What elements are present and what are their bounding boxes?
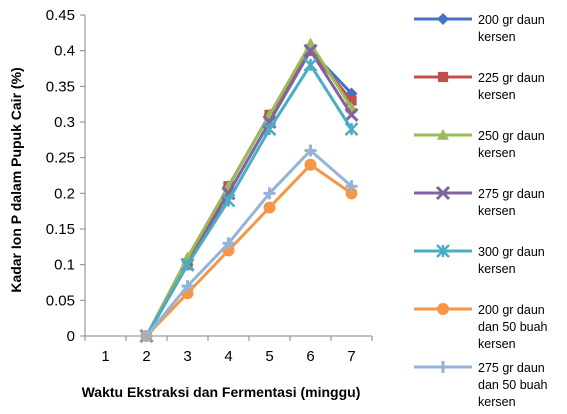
data-point	[304, 144, 317, 157]
axes	[84, 15, 372, 337]
data-point	[263, 187, 276, 200]
legend-marker	[437, 303, 449, 315]
y-tick-label: 0.3	[54, 114, 75, 131]
y-tick-label: 0.45	[46, 7, 75, 24]
series-2	[141, 45, 357, 342]
y-tick-label: 0.15	[46, 221, 75, 238]
legend-marker	[437, 361, 449, 373]
legend-item: 200 gr daun dan 50 buah kersen	[414, 303, 548, 351]
legend-label: kersen	[478, 146, 516, 160]
legend-marker	[435, 185, 451, 201]
x-axis-title: Waktu Ekstraksi dan Fermentasi (minggu)	[82, 384, 361, 400]
y-axis-title: Kadar Ion P dalam Pupuk Cair (%)	[8, 67, 24, 292]
legend-label: 275 gr daun	[478, 361, 545, 375]
data-point	[140, 330, 153, 342]
data-point	[345, 187, 358, 200]
legend-item: 300 gr daun kersen	[414, 244, 545, 276]
x-tick-label: 3	[183, 348, 191, 365]
series-6	[140, 158, 358, 342]
series-line	[145, 163, 353, 338]
data-point	[344, 107, 359, 122]
legend-label: 275 gr daun	[478, 187, 545, 201]
legend-label: kersen	[478, 262, 516, 276]
legend-label: kersen	[478, 204, 516, 218]
y-tick-label: 0.05	[46, 292, 75, 309]
legend-item: 200 gr daun kersen	[414, 13, 545, 44]
legend-marker	[437, 13, 449, 25]
y-tick-label: 0.1	[54, 257, 75, 274]
data-point	[304, 158, 317, 171]
data-point	[180, 257, 195, 272]
series-line	[145, 49, 353, 337]
y-axis-ticks: 0 0.05 0.1 0.15 0.2 0.25 0.3 0.35 0.4 0.45	[46, 7, 85, 345]
legend-item: 225 gr daun kersen	[414, 71, 545, 102]
series-line	[145, 149, 353, 337]
legend-item: 275 gr daun kersen	[414, 185, 545, 218]
x-tick-label: 2	[142, 348, 150, 365]
series-line	[145, 42, 353, 337]
data-point	[344, 122, 359, 137]
legend-label: kersen	[478, 337, 516, 351]
legend-item: 275 gr daun dan 50 buah kersen	[414, 361, 548, 409]
legend-label: 300 gr daun	[478, 245, 545, 259]
legend-label: dan 50 buah	[478, 320, 548, 334]
y-tick-label: 0.25	[46, 150, 75, 167]
legend-marker	[437, 129, 449, 140]
legend-label: 225 gr daun	[478, 71, 545, 85]
series-7	[140, 144, 358, 342]
legend-label: kersen	[478, 30, 516, 44]
y-tick-label: 0	[67, 328, 75, 345]
data-point	[345, 180, 358, 193]
data-point	[303, 58, 318, 72]
series-line	[145, 63, 353, 337]
x-tick-label: 4	[224, 348, 232, 365]
legend-label: 250 gr daun	[478, 129, 545, 143]
legend-label: 200 gr daun	[478, 303, 545, 317]
data-point	[303, 43, 318, 58]
data-point	[222, 237, 235, 250]
data-point	[181, 280, 194, 293]
data-point	[262, 122, 277, 137]
legend-label: kersen	[478, 88, 516, 102]
data-point	[221, 193, 236, 208]
legend-label: 200 gr daun	[478, 13, 545, 27]
x-tick-label: 7	[347, 348, 355, 365]
data-point	[263, 201, 276, 214]
legend-marker	[437, 71, 449, 83]
data-point	[346, 95, 357, 106]
legend-label: kersen	[478, 395, 516, 409]
legend-label: dan 50 buah	[478, 378, 548, 392]
x-axis-ticks: 1 2 3 4 5 6 7	[84, 336, 373, 365]
x-tick-label: 5	[265, 348, 273, 365]
y-tick-label: 0.2	[54, 185, 75, 202]
series-3	[140, 37, 358, 341]
legend-item: 250 gr daun kersen	[414, 129, 545, 160]
x-tick-label: 1	[101, 348, 109, 365]
y-tick-label: 0.35	[46, 78, 75, 95]
series-line	[145, 49, 353, 337]
series-layer	[139, 37, 359, 344]
x-tick-label: 6	[306, 348, 314, 365]
legend-marker	[436, 244, 450, 258]
series-line	[145, 49, 353, 337]
series-5	[139, 58, 359, 343]
y-tick-label: 0.4	[54, 43, 75, 60]
